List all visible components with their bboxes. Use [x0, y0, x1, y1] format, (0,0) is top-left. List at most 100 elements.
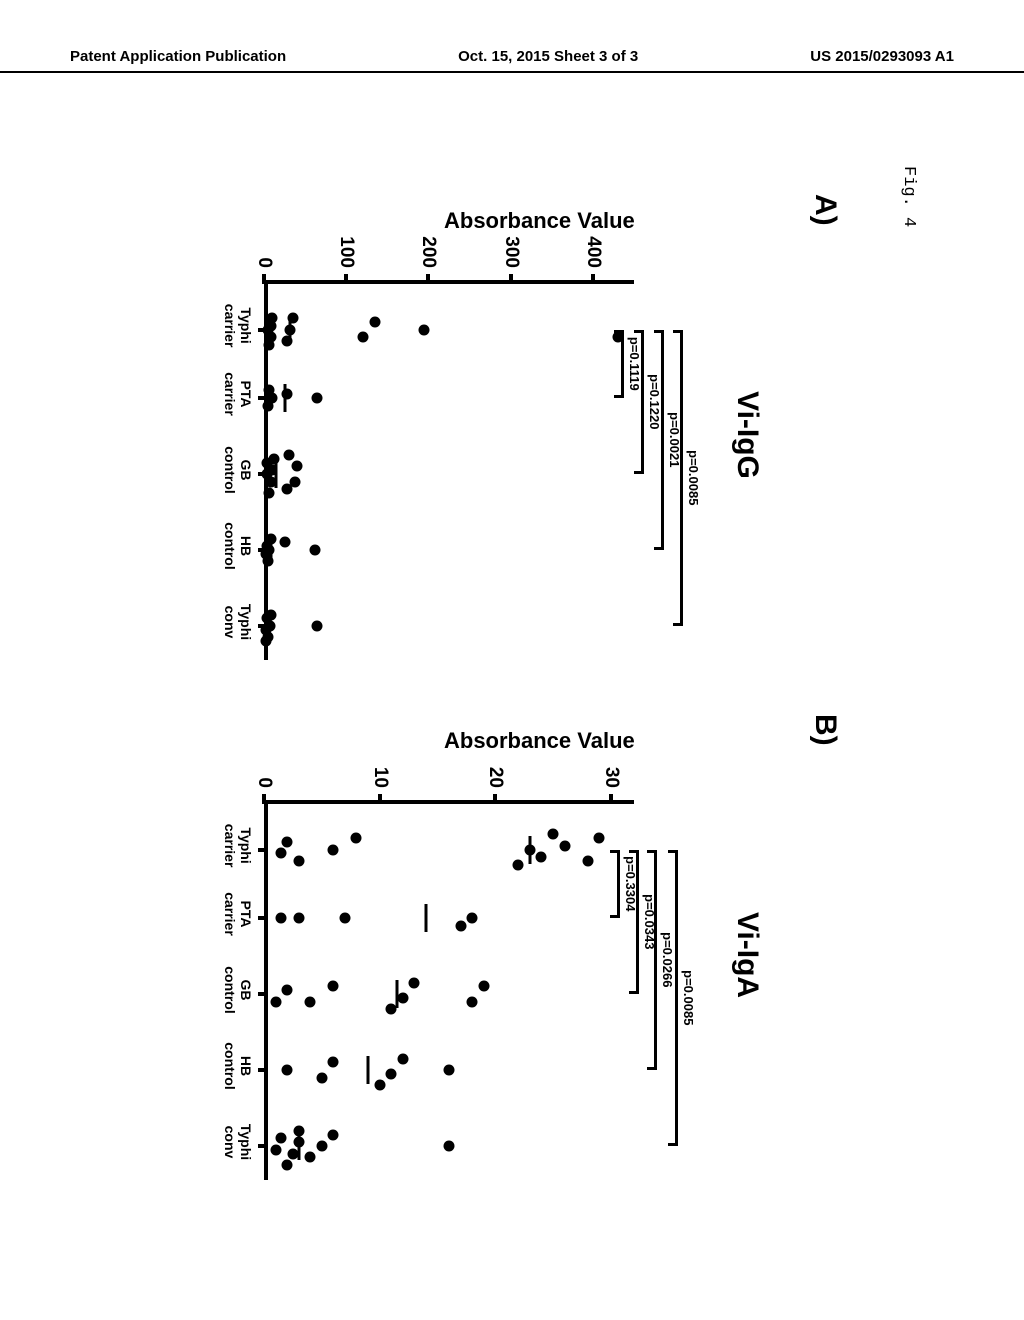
data-point: [582, 856, 593, 867]
chart-panel-b: B)Vi-IgAAbsorbance ValueTyphicarrierPTAc…: [174, 720, 814, 1190]
data-point: [370, 317, 381, 328]
median-line: [284, 384, 287, 412]
data-point: [305, 996, 316, 1007]
x-tick-label: Typhicarrier: [222, 824, 254, 868]
data-point: [270, 1144, 281, 1155]
data-point: [316, 1072, 327, 1083]
x-tick-label: HBcontrol: [222, 522, 254, 569]
data-point: [328, 1129, 339, 1140]
data-point: [263, 324, 274, 335]
y-tick-label: 30: [600, 767, 622, 788]
p-value-label: p=0.0266: [660, 932, 675, 987]
data-point: [263, 400, 274, 411]
data-point: [279, 537, 290, 548]
significance-bar: [617, 850, 620, 918]
data-point: [386, 1068, 397, 1079]
data-point: [312, 393, 323, 404]
significance-bar: [680, 330, 683, 626]
data-point: [467, 913, 478, 924]
data-point: [293, 913, 304, 924]
data-point: [283, 450, 294, 461]
median-line: [269, 536, 272, 564]
median-line: [289, 316, 292, 344]
panel-title: Vi-IgG: [730, 391, 764, 479]
data-point: [444, 1065, 455, 1076]
data-point: [305, 1152, 316, 1163]
panel-title: Vi-IgA: [730, 912, 764, 998]
data-point: [328, 844, 339, 855]
significance-bar: [636, 850, 639, 994]
data-point: [262, 469, 273, 480]
y-tick-label: 300: [500, 236, 522, 268]
x-tick-label: Typhiconv: [222, 1124, 254, 1160]
data-point: [513, 859, 524, 870]
data-point: [339, 913, 350, 924]
median-line: [297, 1132, 300, 1160]
median-line: [395, 980, 398, 1008]
data-point: [263, 339, 274, 350]
significance-bar: [641, 330, 644, 474]
data-point: [276, 913, 287, 924]
header-left: Patent Application Publication: [70, 48, 286, 65]
median-line: [424, 904, 427, 932]
y-tick-label: 0: [253, 257, 275, 268]
data-point: [594, 833, 605, 844]
data-point: [536, 852, 547, 863]
data-point: [397, 1053, 408, 1064]
data-point: [282, 985, 293, 996]
x-tick-label: GBcontrol: [222, 446, 254, 493]
x-tick: [258, 916, 268, 920]
x-tick-label: PTAcarrier: [222, 892, 254, 936]
y-tick: [591, 274, 595, 284]
data-point: [478, 981, 489, 992]
figure-area: Fig. 4 A) Vi-IgG Absorbance Value Typhicarr…: [100, 160, 924, 1220]
significance-bar: [654, 850, 657, 1070]
median-line: [267, 612, 270, 640]
scatter-plot: 0100200300400p=0.1119p=0.1220p=0.0021p=0…: [264, 280, 634, 660]
data-point: [548, 829, 559, 840]
y-tick: [509, 274, 513, 284]
data-point: [374, 1080, 385, 1091]
data-point: [276, 1133, 287, 1144]
x-tick-label: Typhicarrier: [222, 304, 254, 348]
data-point: [291, 461, 302, 472]
y-tick: [493, 794, 497, 804]
y-tick: [609, 794, 613, 804]
x-tick-label: GBcontrol: [222, 966, 254, 1013]
data-point: [444, 1141, 455, 1152]
data-point: [282, 1065, 293, 1076]
chart-panel-a: A)Vi-IgGAbsorbance ValueTyphicarrierPTAc…: [174, 200, 814, 670]
data-point: [282, 837, 293, 848]
y-tick-label: 200: [417, 236, 439, 268]
x-tick-label: PTAcarrier: [222, 372, 254, 416]
data-point: [328, 981, 339, 992]
y-axis-label: Absorbance Value: [444, 208, 635, 234]
y-axis-label: Absorbance Value: [444, 728, 635, 754]
panel-letter: A): [808, 194, 842, 226]
y-tick-label: 20: [484, 767, 506, 788]
data-point: [397, 992, 408, 1003]
significance-bar: [675, 850, 678, 1146]
data-point: [455, 920, 466, 931]
y-tick: [344, 274, 348, 284]
data-point: [282, 1160, 293, 1171]
y-tick: [378, 794, 382, 804]
data-point: [357, 332, 368, 343]
median-line: [274, 460, 277, 488]
y-tick: [262, 274, 266, 284]
data-point: [328, 1057, 339, 1068]
x-tick-label: HBcontrol: [222, 1042, 254, 1089]
data-point: [467, 996, 478, 1007]
y-tick-label: 10: [369, 767, 391, 788]
x-tick: [258, 848, 268, 852]
significance-bar: [621, 330, 624, 398]
scatter-plot: 0102030p=0.3304p=0.0343p=0.0266p=0.0085: [264, 800, 634, 1180]
x-tick: [258, 1068, 268, 1072]
y-tick: [426, 274, 430, 284]
data-point: [263, 385, 274, 396]
figure-label: Fig. 4: [899, 166, 918, 227]
page-header: Patent Application Publication Oct. 15, …: [0, 48, 1024, 73]
x-tick: [258, 1144, 268, 1148]
data-point: [316, 1141, 327, 1152]
data-point: [263, 488, 274, 499]
